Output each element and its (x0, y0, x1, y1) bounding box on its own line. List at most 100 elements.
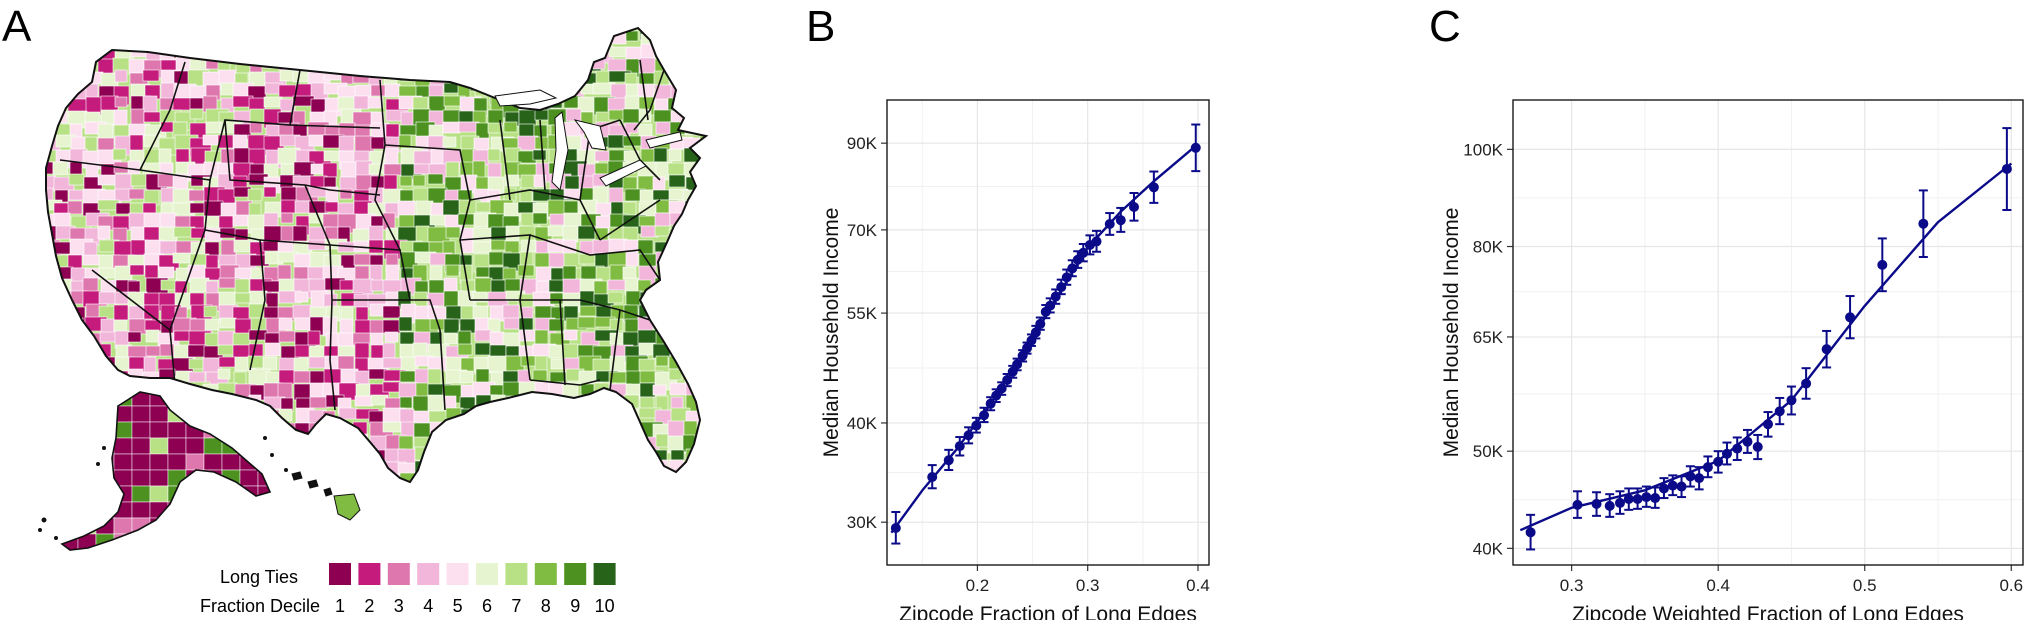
county-cell (293, 370, 311, 384)
county-cell (159, 162, 174, 174)
county-cell (55, 409, 70, 421)
county-cell (62, 392, 79, 407)
county-cell (52, 357, 74, 378)
county-cell (131, 437, 151, 455)
county-cell (189, 108, 204, 120)
county-cell (457, 30, 481, 43)
county-cell (46, 356, 57, 374)
county-cell (443, 318, 460, 335)
county-cell (713, 46, 734, 60)
legend-label: 7 (511, 596, 521, 616)
data-point (1702, 462, 1713, 473)
county-cell (203, 395, 219, 413)
county-cell (550, 33, 572, 48)
county-cell (248, 31, 272, 45)
county-cell (682, 28, 696, 35)
county-cell (239, 517, 259, 535)
county-cell (640, 486, 656, 504)
county-cell (46, 383, 55, 400)
county-cell (53, 370, 78, 387)
county-cell (700, 306, 706, 325)
county-cell (490, 46, 514, 67)
county-cell (115, 28, 137, 38)
county-cell (443, 277, 458, 293)
county-cell (54, 318, 68, 338)
county-cell (46, 267, 53, 284)
county-cell (592, 395, 608, 413)
county-cell (100, 381, 119, 398)
county-cell (189, 97, 204, 110)
county-cell (682, 277, 704, 290)
county-cell (325, 58, 346, 71)
county-cell (46, 83, 55, 103)
county-cell (607, 58, 629, 72)
county-cell (307, 448, 330, 462)
county-cell (548, 381, 566, 402)
county-cell (383, 30, 404, 44)
county-cell (46, 397, 54, 417)
county-cell (277, 446, 298, 458)
county-cell (293, 436, 314, 457)
legend-title-fraction-decile: Fraction Decile (200, 596, 320, 616)
data-point (1572, 499, 1583, 510)
county-cell (167, 517, 187, 535)
county-cell (95, 421, 115, 439)
county-cell (323, 447, 344, 459)
county-cell (459, 161, 474, 177)
county-cell (247, 188, 263, 202)
county-cell (714, 239, 735, 250)
data-point (1035, 318, 1046, 329)
county-cell (309, 488, 326, 503)
county-cell (698, 123, 706, 135)
county-cell (518, 317, 534, 331)
county-cell (578, 32, 592, 51)
county-cell (46, 407, 62, 422)
county-cell (684, 462, 706, 475)
county-cell (114, 96, 128, 108)
county-cell (505, 434, 523, 451)
county-cell (475, 435, 489, 455)
county-cell (548, 279, 565, 293)
county-cell (142, 95, 158, 115)
county-cell (699, 212, 706, 224)
county-cell (668, 251, 688, 269)
county-cell (487, 291, 509, 307)
county-cell (204, 318, 220, 331)
county-cell (355, 306, 369, 322)
data-point (1591, 498, 1602, 509)
county-cell (578, 409, 600, 422)
county-cell (714, 333, 726, 351)
county-cell (715, 450, 732, 464)
county-cell (398, 316, 413, 332)
county-cell (149, 437, 169, 455)
county-cell (203, 405, 223, 423)
county-cell (325, 28, 350, 40)
county-cell (487, 462, 503, 481)
data-point (1007, 366, 1018, 377)
county-cell (280, 199, 298, 214)
county-cell (149, 549, 169, 550)
map-legend: Long Ties Fraction Decile 1 2 3 4 5 6 7 8 9 10 (200, 563, 616, 616)
county-cell (682, 318, 696, 333)
county-cell (203, 485, 223, 503)
county-cell (70, 487, 87, 499)
panel-label-b: B (806, 2, 836, 51)
county-cell (167, 421, 187, 439)
county-cell (113, 304, 129, 321)
county-cell (714, 135, 728, 152)
county-cell (129, 264, 145, 276)
data-point (890, 523, 901, 534)
county-cell (203, 44, 218, 57)
county-cell (370, 56, 391, 74)
county-cell (713, 187, 733, 198)
county-cell (278, 408, 293, 422)
county-cell (54, 449, 72, 463)
county-cell (428, 84, 444, 98)
county-cell (217, 28, 234, 37)
county-cell (172, 97, 193, 111)
county-cell (655, 355, 669, 367)
county-cell (173, 330, 191, 342)
county-cell (131, 405, 151, 423)
county-cell (610, 446, 631, 459)
y-tick-label: 90K (847, 134, 878, 153)
